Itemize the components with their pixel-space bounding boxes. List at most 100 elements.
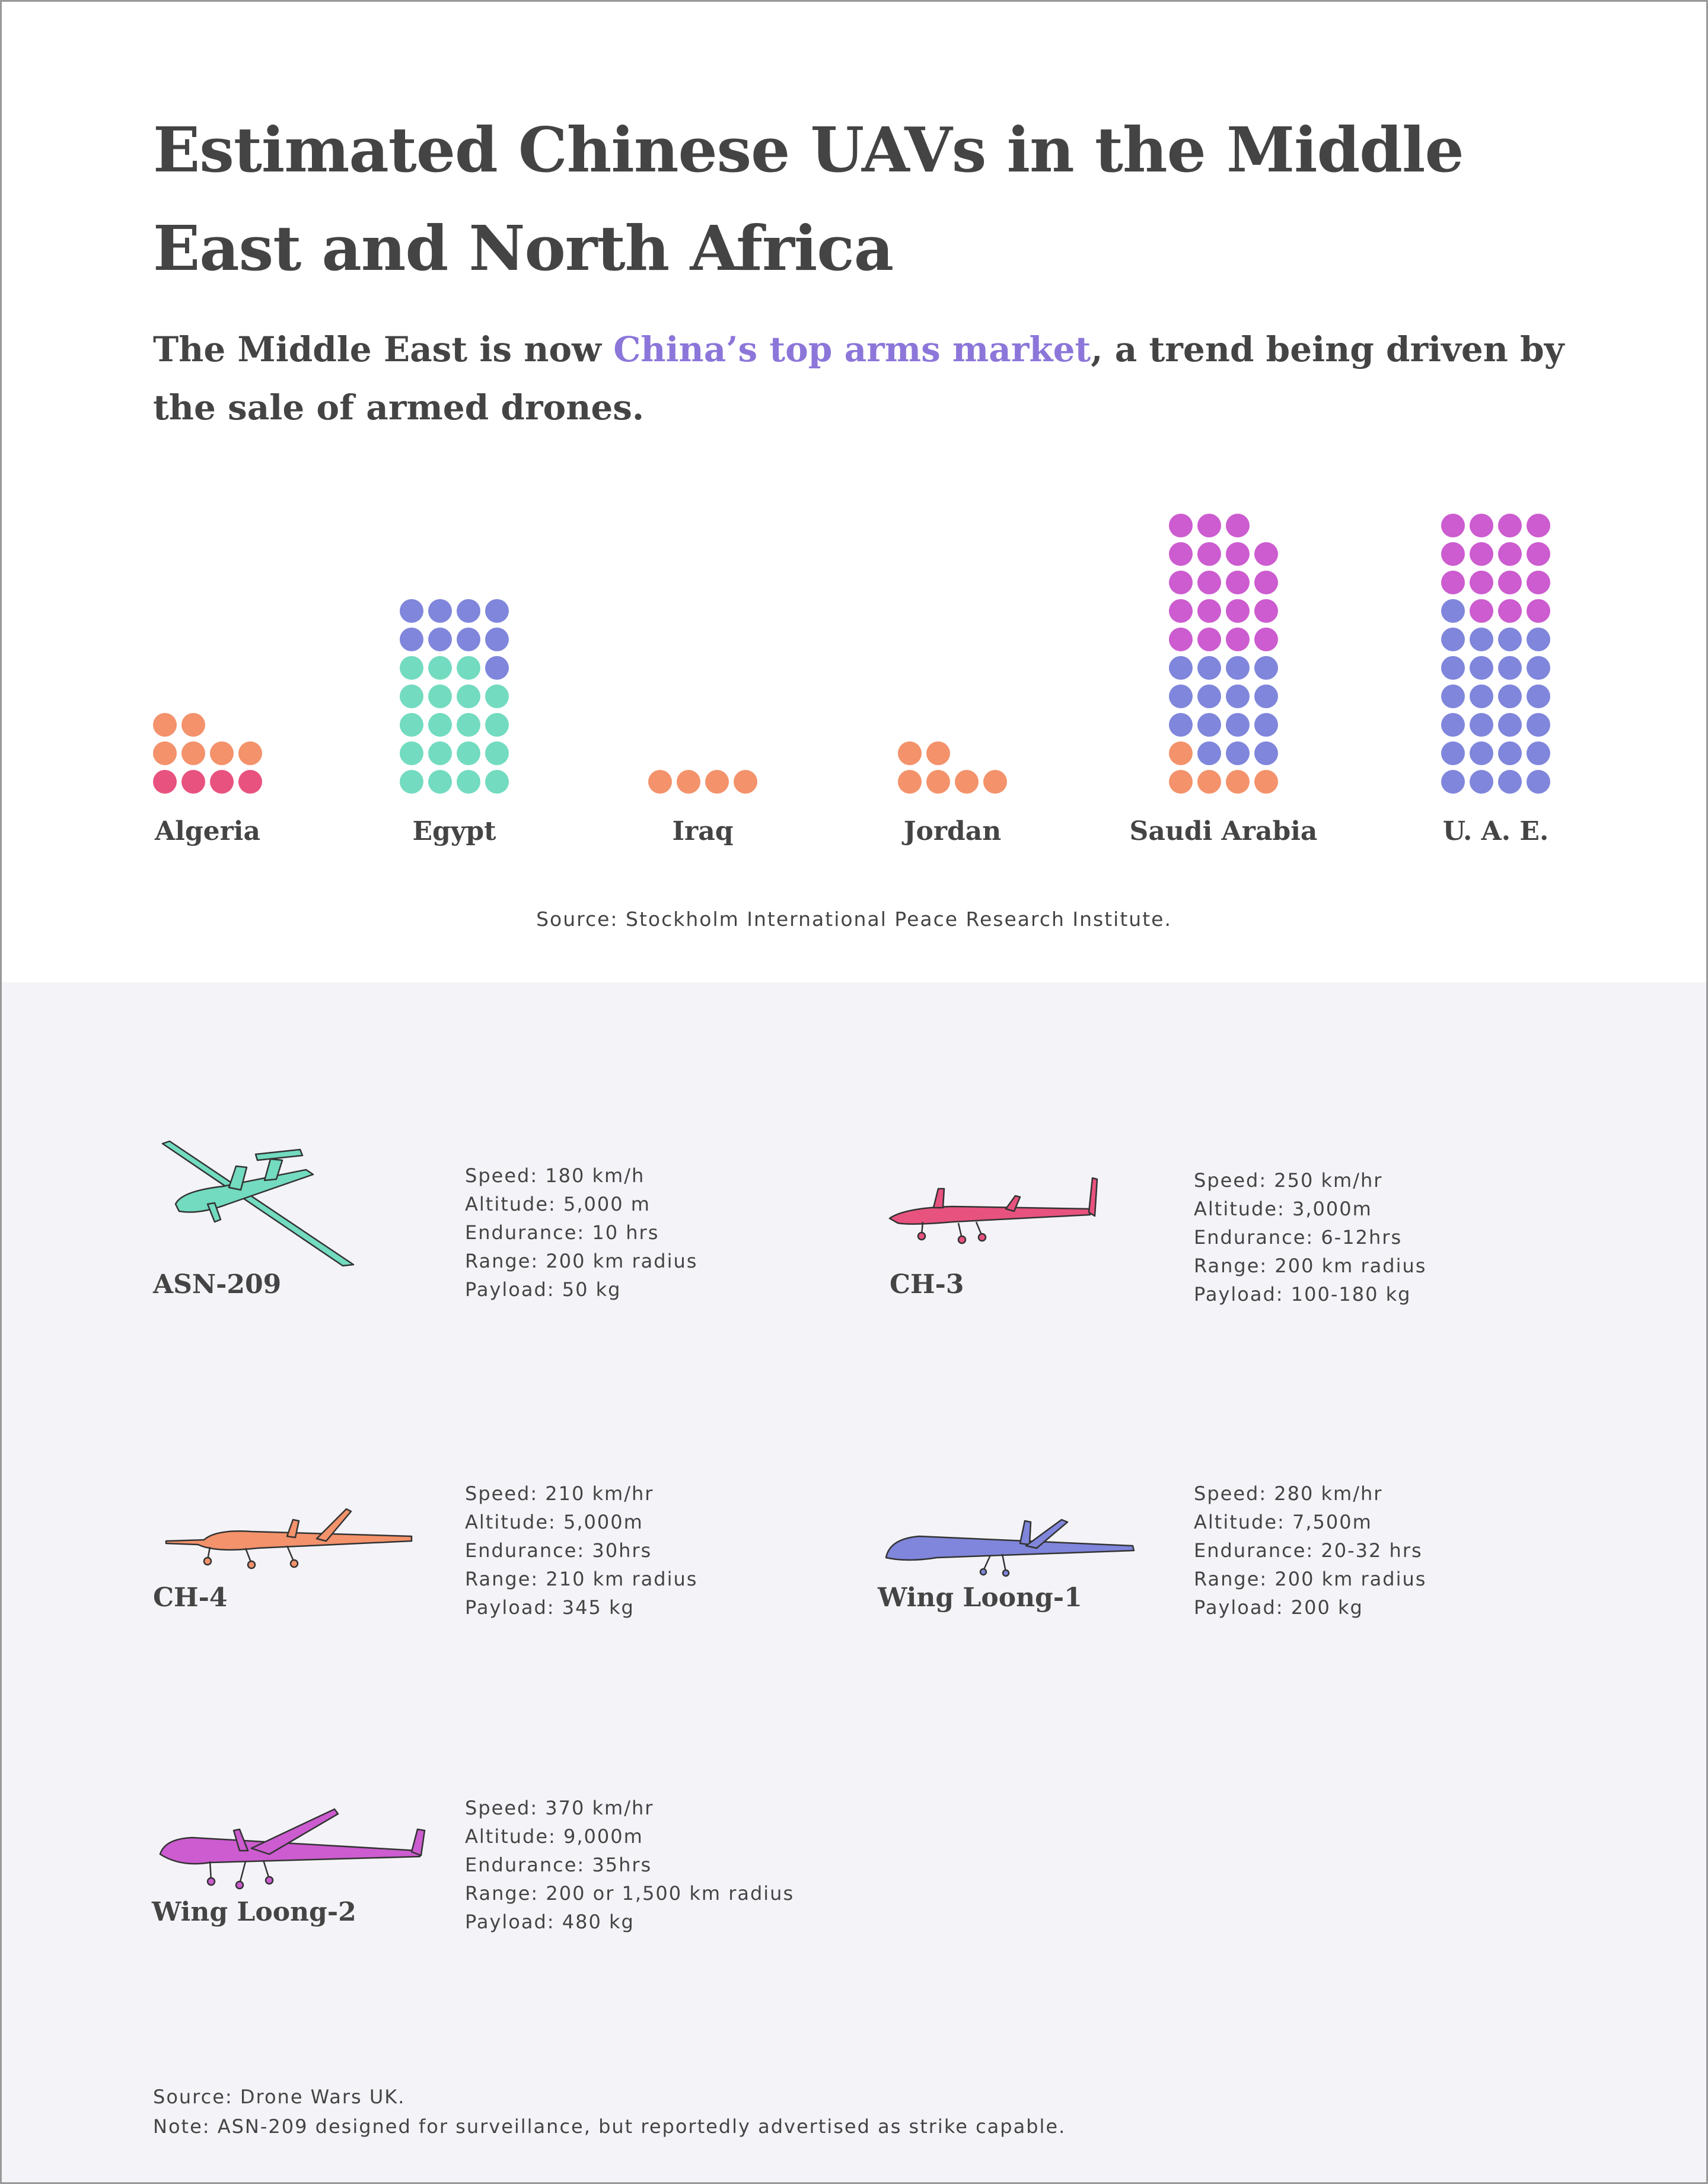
- spec-range: Range: 210 km radius: [465, 1568, 698, 1590]
- uav-dot: [238, 741, 262, 765]
- uav-dot: [1441, 542, 1465, 566]
- uav-dot: [1226, 656, 1250, 680]
- footer-source: Source: Drone Wars UK.: [153, 2086, 406, 2108]
- uav-dot: [1254, 571, 1278, 594]
- uav-dot: [428, 770, 452, 794]
- uav-dot: [926, 741, 950, 765]
- uav-dot: [457, 685, 480, 708]
- uav-dot: [400, 685, 423, 708]
- uav-dot: [1470, 542, 1493, 566]
- footer-note: Note: ASN-209 designed for surveillance,…: [153, 2115, 1066, 2138]
- country-label: Saudi Arabia: [1130, 816, 1318, 846]
- uav-dot: [238, 770, 262, 794]
- uav-dot: [1169, 656, 1193, 680]
- uav-dot: [648, 770, 672, 794]
- country-dot-column: [648, 770, 757, 794]
- uav-dot: [210, 741, 234, 765]
- uav-dot: [485, 713, 509, 737]
- uav-dot: [1226, 542, 1250, 566]
- drone-specs: Speed: 250 km/hr Altitude: 3,000m Endura…: [1194, 1166, 1426, 1309]
- drone-name: CH-4: [153, 1583, 228, 1613]
- uav-dot: [1527, 656, 1550, 680]
- uav-dot: [1226, 599, 1250, 623]
- uav-dot: [1197, 656, 1221, 680]
- wing-loong-1-drone-icon: [885, 1518, 1135, 1577]
- uav-dot: [428, 599, 452, 623]
- uav-dot: [1527, 770, 1550, 794]
- uav-dot: [1169, 514, 1193, 537]
- spec-payload: Payload: 345 kg: [465, 1596, 635, 1619]
- uav-dot: [485, 656, 509, 680]
- spec-speed: Speed: 250 km/hr: [1194, 1169, 1383, 1192]
- uav-dot: [1470, 741, 1493, 765]
- spec-altitude: Altitude: 7,500m: [1194, 1511, 1372, 1533]
- uav-dot: [153, 741, 177, 765]
- uav-dot: [1527, 741, 1550, 765]
- uav-dot: [1197, 571, 1221, 594]
- spec-endurance: Endurance: 20-32 hrs: [1194, 1539, 1423, 1562]
- uav-dot: [898, 770, 922, 794]
- spec-payload: Payload: 200 kg: [1194, 1596, 1363, 1619]
- uav-dot: [457, 599, 480, 623]
- uav-dot: [485, 741, 509, 765]
- spec-speed: Speed: 180 km/h: [465, 1164, 645, 1187]
- drone-specs: Speed: 370 km/hr Altitude: 9,000m Endura…: [465, 1794, 794, 1936]
- unit-dot-chart: Algeria Egypt Iraq Jordan Saudi Arabia U. A. …: [153, 514, 1550, 846]
- uav-dot: [1254, 770, 1278, 794]
- uav-dot: [457, 656, 480, 680]
- spec-endurance: Endurance: 30hrs: [465, 1539, 652, 1562]
- uav-dot: [1254, 628, 1278, 651]
- uav-dot: [705, 770, 729, 794]
- uav-dot: [1498, 713, 1522, 737]
- uav-dot: [1441, 656, 1465, 680]
- uav-dot: [1470, 770, 1493, 794]
- uav-dot: [153, 770, 177, 794]
- uav-dot: [1226, 770, 1250, 794]
- uav-dot: [1226, 514, 1250, 537]
- country-dot-column: [153, 713, 262, 794]
- uav-dot: [1169, 685, 1193, 708]
- uav-dot: [428, 713, 452, 737]
- uav-dot: [1169, 599, 1193, 623]
- asn209-drone-icon: [161, 1140, 355, 1267]
- uav-dot: [400, 656, 423, 680]
- uav-dot: [1226, 685, 1250, 708]
- spec-range: Range: 200 km radius: [465, 1250, 698, 1272]
- uav-dot: [428, 741, 452, 765]
- uav-dot: [1470, 656, 1493, 680]
- spec-payload: Payload: 100-180 kg: [1194, 1283, 1411, 1306]
- uav-dot: [1197, 713, 1221, 737]
- subtitle-highlight-link[interactable]: China’s top arms market: [613, 329, 1091, 370]
- spec-payload: Payload: 480 kg: [465, 1911, 635, 1933]
- uav-dot: [1254, 685, 1278, 708]
- uav-dot: [181, 770, 205, 794]
- drone-name: Wing Loong-2: [152, 1897, 356, 1927]
- country-dot-column: [898, 741, 1007, 794]
- country-dot-column: [1169, 514, 1278, 794]
- spec-endurance: Endurance: 10 hrs: [465, 1221, 659, 1244]
- uav-dot: [955, 770, 979, 794]
- uav-dot: [1254, 542, 1278, 566]
- uav-dot: [1498, 628, 1522, 651]
- spec-range: Range: 200 km radius: [1194, 1255, 1427, 1277]
- wing-loong-2-drone-icon: [159, 1808, 426, 1890]
- uav-dot: [1527, 685, 1550, 708]
- uav-dot: [1498, 571, 1522, 594]
- uav-dot: [1441, 770, 1465, 794]
- uav-dot: [181, 741, 205, 765]
- uav-dot: [1197, 741, 1221, 765]
- uav-dot: [210, 770, 234, 794]
- uav-dot: [485, 599, 509, 623]
- uav-dot: [1254, 741, 1278, 765]
- spec-range: Range: 200 or 1,500 km radius: [465, 1882, 795, 1905]
- uav-dot: [485, 770, 509, 794]
- uav-dot: [1254, 599, 1278, 623]
- uav-dot: [1498, 542, 1522, 566]
- uav-dot: [1441, 571, 1465, 594]
- uav-dot: [428, 656, 452, 680]
- uav-dot: [983, 770, 1007, 794]
- uav-dot: [1470, 685, 1493, 708]
- footer: Source: Drone Wars UK. Note: ASN-209 des…: [153, 2082, 1066, 2141]
- spec-altitude: Altitude: 5,000m: [465, 1511, 643, 1533]
- chart-section: [0, 0, 1708, 982]
